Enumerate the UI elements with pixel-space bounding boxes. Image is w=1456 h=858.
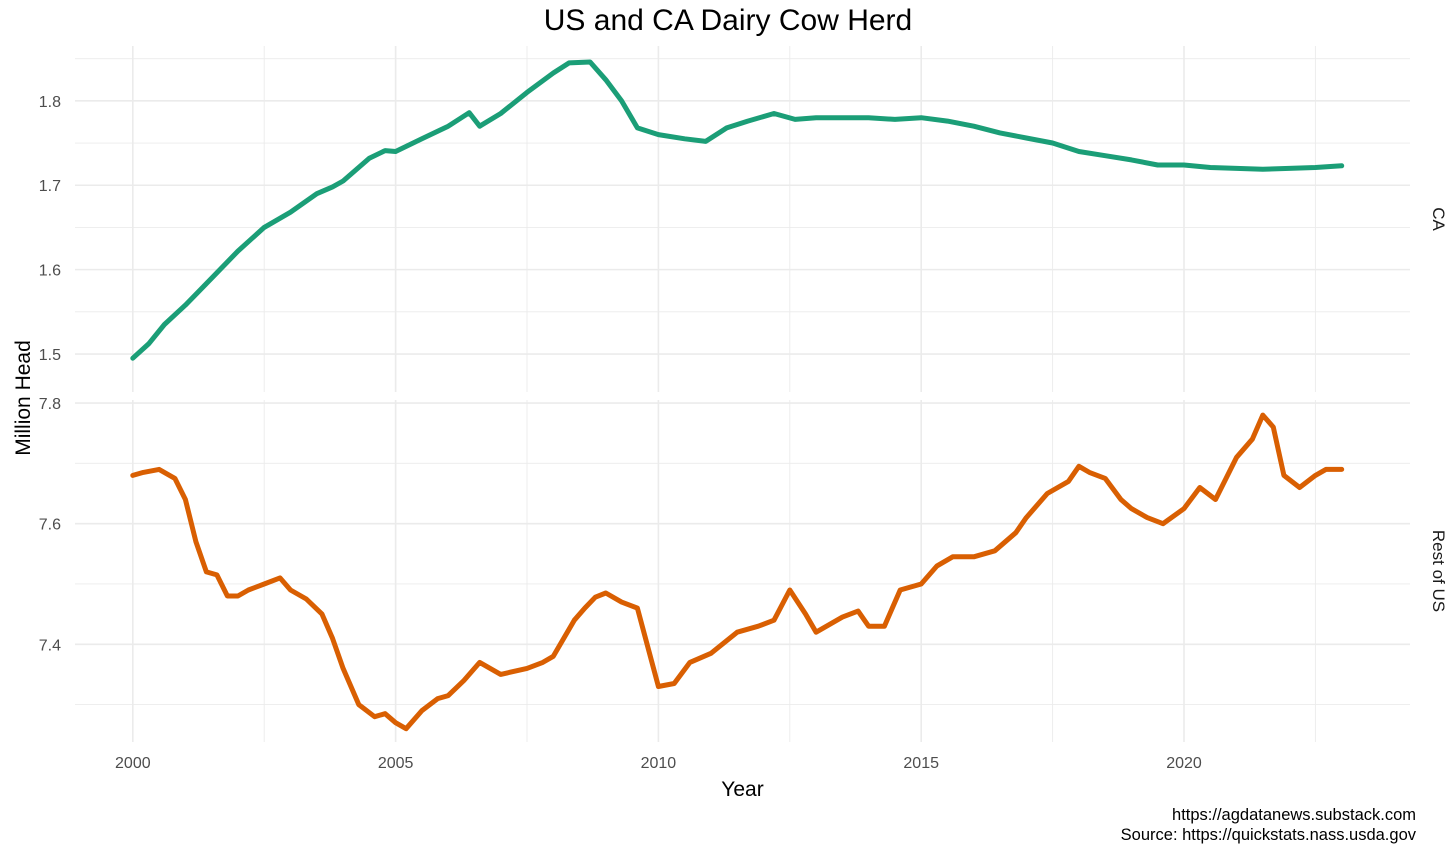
y-axis-title: Million Head <box>12 340 35 456</box>
facet-strip-label: CA <box>1429 207 1448 231</box>
series-line <box>130 59 1345 361</box>
x-tick-label: 2015 <box>903 755 939 772</box>
y-tick-label: 1.5 <box>39 347 61 364</box>
y-tick-label: 7.8 <box>39 396 61 413</box>
x-axis-title: Year <box>721 778 763 801</box>
caption-url: https://agdatanews.substack.com <box>1172 806 1416 824</box>
chart-title: US and CA Dairy Cow Herd <box>543 4 913 37</box>
x-tick-label: 2005 <box>378 755 414 772</box>
x-tick-label: 2010 <box>641 755 677 772</box>
y-tick-label: 1.6 <box>39 263 61 280</box>
facet-strip-label: Rest of US <box>1429 530 1448 612</box>
caption-source: Source: https://quickstats.nass.usda.gov <box>1120 826 1416 844</box>
x-tick-label: 2000 <box>115 755 151 772</box>
y-tick-label: 7.6 <box>39 517 61 534</box>
series-line <box>130 412 1345 732</box>
y-tick-label: 1.8 <box>39 94 61 111</box>
x-tick-label: 2020 <box>1166 755 1202 772</box>
y-tick-label: 7.4 <box>39 637 61 654</box>
y-tick-label: 1.7 <box>39 178 61 195</box>
